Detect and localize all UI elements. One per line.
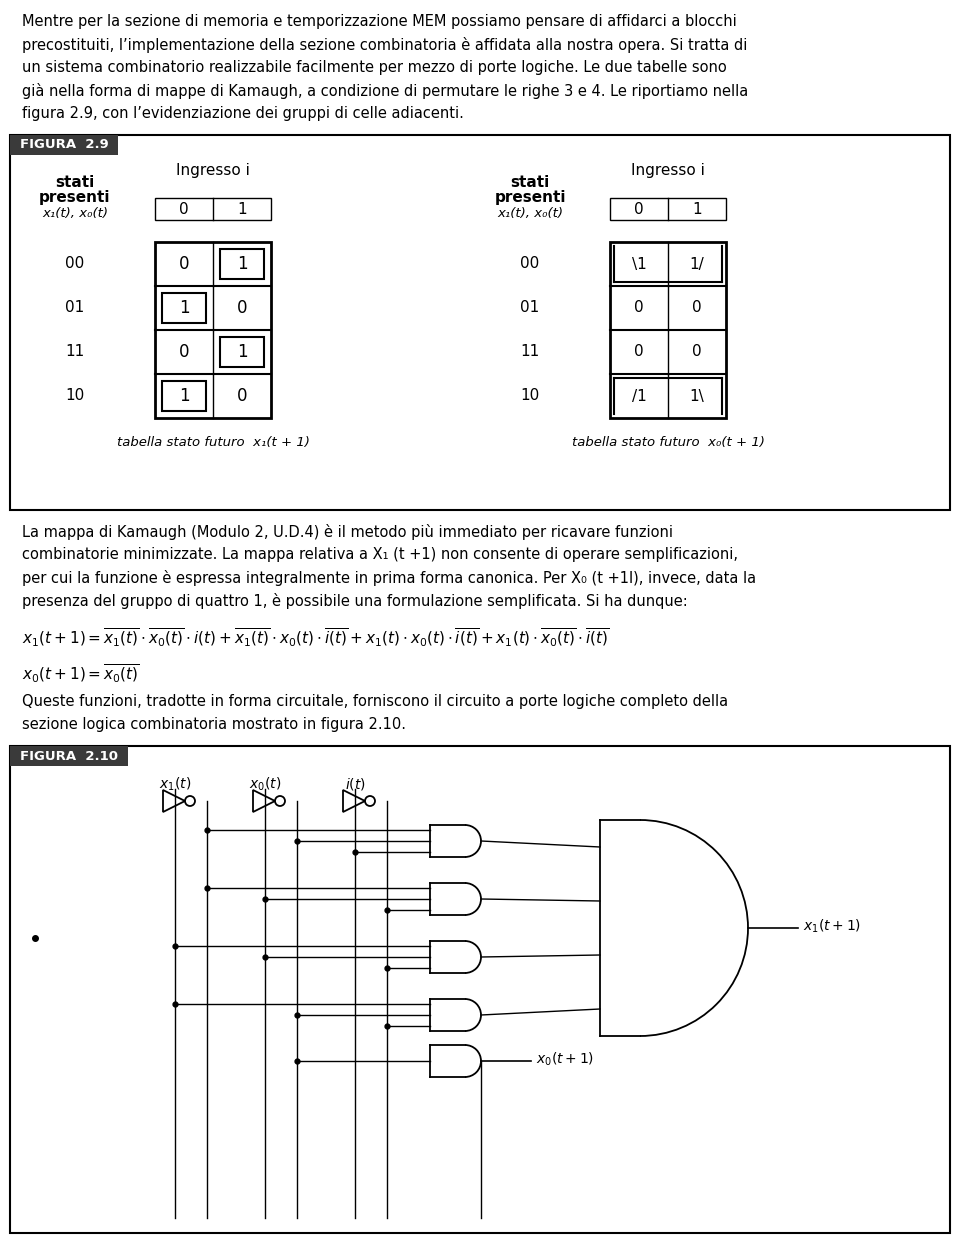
Text: FIGURA  2.10: FIGURA 2.10 bbox=[20, 749, 118, 763]
Text: presenti: presenti bbox=[494, 189, 565, 206]
Text: un sistema combinatorio realizzabile facilmente per mezzo di porte logiche. Le d: un sistema combinatorio realizzabile fac… bbox=[22, 59, 727, 76]
Text: Ingresso i: Ingresso i bbox=[631, 163, 705, 178]
Text: $x_1(t+1)$: $x_1(t+1)$ bbox=[803, 917, 861, 935]
Text: x₁(t), x₀(t): x₁(t), x₀(t) bbox=[42, 207, 108, 220]
Bar bbox=[10, 747, 128, 766]
Text: 0: 0 bbox=[179, 343, 189, 361]
Text: $i(t)$: $i(t)$ bbox=[345, 776, 366, 792]
Text: 11: 11 bbox=[520, 344, 540, 359]
Text: 11: 11 bbox=[65, 344, 84, 359]
Text: 1\: 1\ bbox=[689, 389, 705, 404]
Text: 1/: 1/ bbox=[689, 256, 705, 271]
Text: 1: 1 bbox=[692, 202, 702, 217]
Text: stati: stati bbox=[511, 175, 550, 189]
Text: \1: \1 bbox=[632, 256, 646, 271]
Text: La mappa di Kamaugh (Modulo 2, U.D.4) è il metodo più immediato per ricavare fun: La mappa di Kamaugh (Modulo 2, U.D.4) è … bbox=[22, 524, 673, 540]
Text: 10: 10 bbox=[520, 389, 540, 404]
Bar bbox=[10, 747, 950, 1233]
Text: tabella stato futuro  x₀(t + 1): tabella stato futuro x₀(t + 1) bbox=[571, 436, 764, 449]
Text: Ingresso i: Ingresso i bbox=[176, 163, 250, 178]
Text: $x_1(t)$: $x_1(t)$ bbox=[159, 776, 191, 794]
Text: Mentre per la sezione di memoria e temporizzazione MEM possiamo pensare di affid: Mentre per la sezione di memoria e tempo… bbox=[22, 14, 736, 28]
Text: 00: 00 bbox=[65, 256, 84, 271]
Text: precostituiti, l’implementazione della sezione combinatoria è affidata alla nost: precostituiti, l’implementazione della s… bbox=[22, 37, 748, 53]
Text: sezione logica combinatoria mostrato in figura 2.10.: sezione logica combinatoria mostrato in … bbox=[22, 717, 406, 732]
Text: $x_0(t+1) = \overline{x_0(t)}$: $x_0(t+1) = \overline{x_0(t)}$ bbox=[22, 662, 140, 685]
Text: 1: 1 bbox=[237, 202, 247, 217]
Text: 00: 00 bbox=[520, 256, 540, 271]
Text: FIGURA  2.9: FIGURA 2.9 bbox=[19, 139, 108, 151]
Text: figura 2.9, con l’evidenziazione dei gruppi di celle adiacenti.: figura 2.9, con l’evidenziazione dei gru… bbox=[22, 106, 464, 121]
Text: combinatorie minimizzate. La mappa relativa a X₁ (t +1) non consente di operare : combinatorie minimizzate. La mappa relat… bbox=[22, 547, 738, 562]
Text: 0: 0 bbox=[180, 202, 189, 217]
Text: 1: 1 bbox=[179, 300, 189, 317]
Text: x₁(t), x₀(t): x₁(t), x₀(t) bbox=[497, 207, 563, 220]
Text: 1: 1 bbox=[179, 387, 189, 405]
Bar bbox=[162, 293, 206, 323]
Text: presenza del gruppo di quattro 1, è possibile una formulazione semplificata. Si : presenza del gruppo di quattro 1, è poss… bbox=[22, 593, 687, 609]
Text: 0: 0 bbox=[635, 202, 644, 217]
Bar bbox=[155, 241, 271, 418]
Text: /1: /1 bbox=[632, 389, 646, 404]
Text: 0: 0 bbox=[237, 300, 248, 317]
Text: 01: 01 bbox=[65, 301, 84, 316]
Bar bbox=[10, 135, 118, 155]
Bar bbox=[220, 249, 264, 279]
Bar bbox=[10, 135, 950, 510]
Text: stati: stati bbox=[56, 175, 95, 189]
Bar bbox=[162, 381, 206, 411]
Text: 0: 0 bbox=[692, 301, 702, 316]
Text: 0: 0 bbox=[237, 387, 248, 405]
Text: presenti: presenti bbox=[39, 189, 110, 206]
Text: $x_0(t)$: $x_0(t)$ bbox=[249, 776, 281, 794]
Text: tabella stato futuro  x₁(t + 1): tabella stato futuro x₁(t + 1) bbox=[116, 436, 309, 449]
Text: 1: 1 bbox=[237, 255, 248, 274]
Text: $x_1(t+1) = \overline{x_1(t)} \cdot \overline{x_0(t)} \cdot i(t) + \overline{x_1: $x_1(t+1) = \overline{x_1(t)} \cdot \ove… bbox=[22, 626, 610, 649]
Text: già nella forma di mappe di Kamaugh, a condizione di permutare le righe 3 e 4. L: già nella forma di mappe di Kamaugh, a c… bbox=[22, 83, 748, 99]
Text: $x_0(t+1)$: $x_0(t+1)$ bbox=[536, 1050, 594, 1067]
Text: 10: 10 bbox=[65, 389, 84, 404]
Bar bbox=[155, 198, 271, 220]
Text: 0: 0 bbox=[635, 344, 644, 359]
Text: Queste funzioni, tradotte in forma circuitale, forniscono il circuito a porte lo: Queste funzioni, tradotte in forma circu… bbox=[22, 695, 728, 709]
Text: 01: 01 bbox=[520, 301, 540, 316]
Bar bbox=[610, 198, 726, 220]
Text: 0: 0 bbox=[635, 301, 644, 316]
Text: 0: 0 bbox=[179, 255, 189, 274]
Bar bbox=[610, 241, 726, 418]
Bar bbox=[220, 337, 264, 366]
Text: per cui la funzione è espressa integralmente in prima forma canonica. Per X₀ (t : per cui la funzione è espressa integralm… bbox=[22, 569, 756, 586]
Text: 1: 1 bbox=[237, 343, 248, 361]
Text: 0: 0 bbox=[692, 344, 702, 359]
